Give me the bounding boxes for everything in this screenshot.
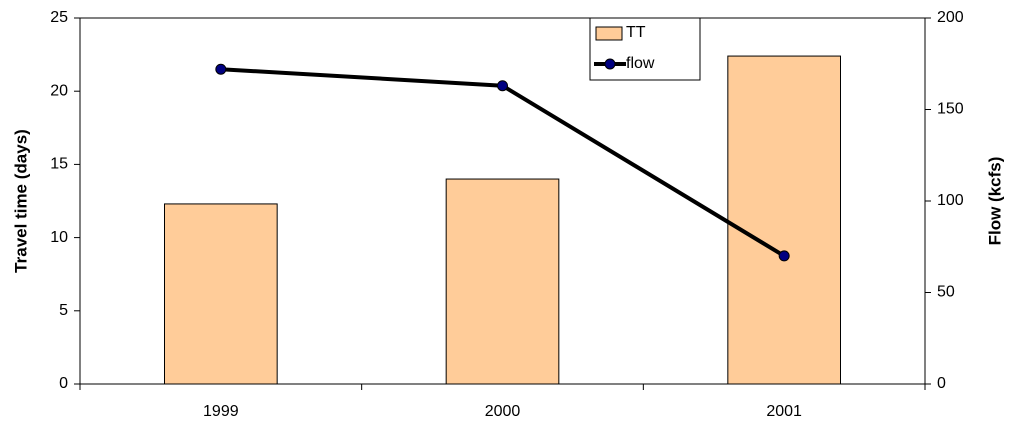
x-tick-label: 2001 xyxy=(766,403,802,420)
y2-tick-label: 150 xyxy=(937,101,964,118)
line-marker xyxy=(497,80,508,92)
x-tick-label: 1999 xyxy=(203,403,239,420)
y-tick-label: 25 xyxy=(50,9,68,26)
legend-label: TT xyxy=(626,24,646,41)
y-tick-label: 5 xyxy=(59,302,68,319)
x-tick-label: 2000 xyxy=(485,403,521,420)
bar xyxy=(727,55,841,385)
y2-tick-label: 50 xyxy=(937,284,955,301)
bar xyxy=(164,203,278,385)
line-marker xyxy=(215,63,227,75)
y2-axis-title: Flow (kcfs) xyxy=(985,157,1004,246)
bar xyxy=(445,178,560,385)
legend-label: flow xyxy=(626,55,655,72)
line-marker xyxy=(778,250,790,262)
y-tick-label: 10 xyxy=(50,229,68,246)
y-tick-label: 15 xyxy=(50,156,68,173)
y-tick-label: 0 xyxy=(59,375,68,392)
y-axis-title: Travel time (days) xyxy=(11,129,30,273)
y-tick-label: 20 xyxy=(50,82,68,99)
y2-tick-label: 200 xyxy=(937,9,964,26)
y2-tick-label: 0 xyxy=(937,375,946,392)
legend-marker xyxy=(604,58,616,70)
legend-swatch xyxy=(595,26,623,41)
y2-tick-label: 100 xyxy=(937,192,964,209)
